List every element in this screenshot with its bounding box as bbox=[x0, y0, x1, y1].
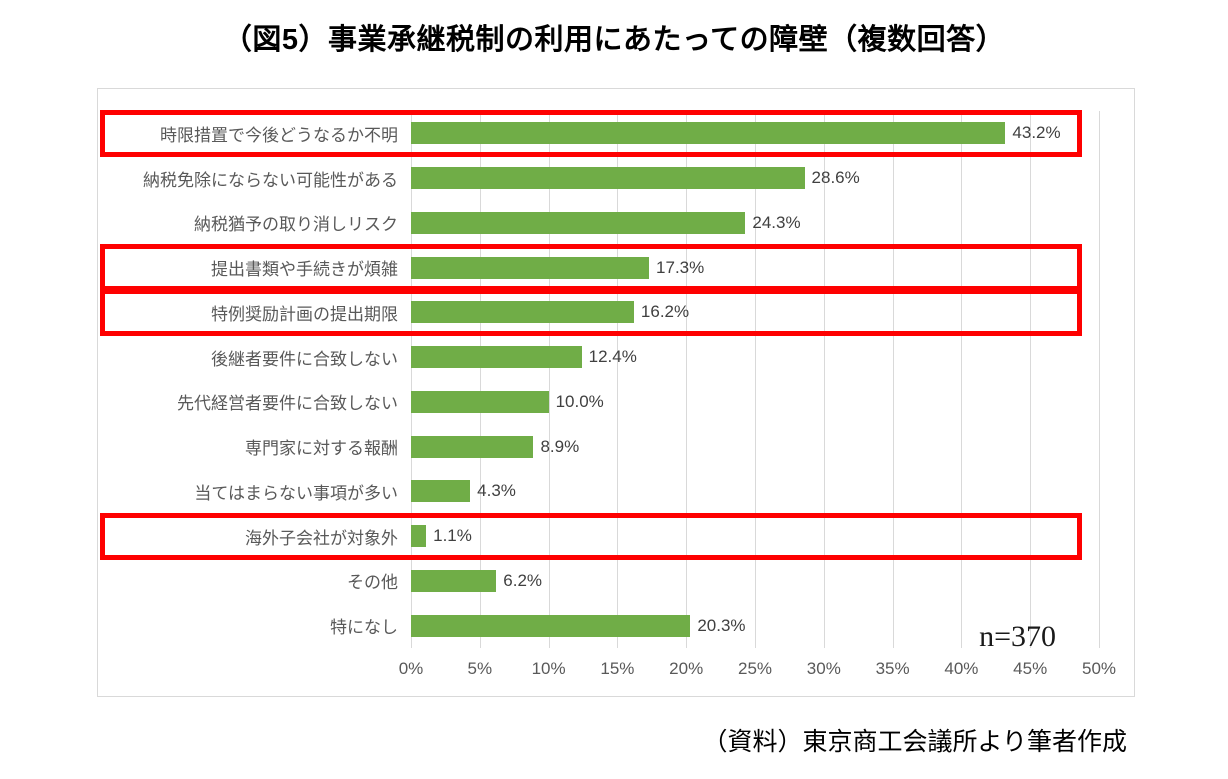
x-tick-label: 25% bbox=[737, 659, 773, 678]
bar-area: 8.9% bbox=[411, 424, 1099, 469]
bar bbox=[411, 390, 549, 413]
category-label: 海外子会社が対象外 bbox=[245, 528, 398, 548]
x-tick-label: 40% bbox=[944, 659, 979, 678]
value-label: 1.1% bbox=[433, 526, 472, 546]
gridline bbox=[892, 111, 894, 648]
source-note: （資料）東京商工会議所より筆者作成 bbox=[702, 728, 1127, 756]
bar-area: 4.3% bbox=[411, 469, 1099, 514]
bar bbox=[411, 167, 805, 190]
value-label: 4.3% bbox=[477, 481, 516, 501]
category-label: 後継者要件に合致しない bbox=[211, 349, 398, 369]
chart-row: 特例奨励計画の提出期限 16.2% bbox=[98, 289, 1134, 336]
bar bbox=[411, 614, 691, 637]
chart-row: 納税免除にならない可能性がある 28.6% bbox=[98, 156, 1134, 201]
category-label: 特になし bbox=[330, 618, 398, 638]
value-label: 16.2% bbox=[640, 302, 690, 322]
bar bbox=[411, 346, 582, 369]
x-tick-label: 20% bbox=[669, 659, 704, 678]
category-label: 納税猶予の取り消しリスク bbox=[194, 215, 398, 235]
value-label: 8.9% bbox=[540, 436, 580, 456]
chart-row: 提出書類や手続きが煩雑 17.3% bbox=[98, 244, 1134, 291]
chart-row: 時限措置で今後どうなるか不明 43.2% bbox=[98, 110, 1134, 157]
category-label: 当てはまらない事項が多い bbox=[194, 483, 398, 503]
gridline bbox=[479, 111, 481, 648]
value-label: 24.3% bbox=[752, 212, 801, 232]
bar-area: 17.3% bbox=[411, 245, 1099, 290]
gridline bbox=[823, 111, 825, 648]
bar bbox=[411, 211, 746, 234]
bar-area: 12.4% bbox=[411, 335, 1099, 380]
category-label: 専門家に対する報酬 bbox=[245, 439, 398, 459]
value-label: 10.0% bbox=[555, 391, 604, 411]
x-tick-label: 35% bbox=[875, 659, 910, 678]
chart-row: 当てはまらない事項が多い 4.3% bbox=[98, 469, 1134, 514]
gridline bbox=[548, 111, 550, 648]
bar-area: 43.2% bbox=[411, 111, 1099, 156]
value-label: 6.2% bbox=[503, 570, 543, 590]
gridlines bbox=[411, 111, 1100, 648]
x-tick-label: 0% bbox=[398, 659, 424, 678]
category-label: 時限措置で今後どうなるか不明 bbox=[160, 125, 398, 145]
sample-size-label: n=370 bbox=[979, 620, 1056, 653]
value-label: 12.4% bbox=[588, 347, 637, 367]
chart-row: 後継者要件に合致しない 12.4% bbox=[98, 335, 1134, 380]
bar-area: 1.1% bbox=[411, 514, 1099, 559]
chart-row: 納税猶予の取り消しリスク 24.3% bbox=[98, 201, 1134, 246]
bar-area: 16.2% bbox=[411, 290, 1099, 335]
gridline bbox=[755, 111, 756, 648]
bar-area: 10.0% bbox=[411, 380, 1099, 425]
bar-area: 28.6% bbox=[411, 156, 1099, 201]
bar-rows: 時限措置で今後どうなるか不明 43.2% 納税免除にならない可能性がある 28.6% 納… bbox=[98, 89, 1134, 648]
x-tick-label: 15% bbox=[600, 659, 635, 678]
chart-row: 専門家に対する報酬 8.9% bbox=[98, 424, 1134, 469]
bar bbox=[411, 480, 471, 503]
bar-area: 24.3% bbox=[411, 201, 1099, 246]
gridline bbox=[1030, 111, 1032, 648]
bar bbox=[411, 525, 427, 548]
category-label: 提出書類や手続きが煩雑 bbox=[211, 260, 398, 280]
chart-row: 海外子会社が対象外 1.1% bbox=[98, 512, 1134, 560]
bar bbox=[411, 569, 497, 592]
gridline bbox=[411, 111, 412, 648]
value-label: 28.6% bbox=[811, 168, 860, 188]
bar bbox=[411, 435, 534, 458]
x-tick-label: 5% bbox=[467, 659, 493, 678]
chart-row: その他 6.2% bbox=[98, 559, 1134, 604]
category-label: 先代経営者要件に合致しない bbox=[177, 394, 398, 414]
x-tick-label: 30% bbox=[806, 659, 841, 678]
bar bbox=[411, 122, 1006, 145]
bar-area: 6.2% bbox=[411, 559, 1099, 604]
bar-area: 20.3% bbox=[411, 603, 1099, 648]
x-tick-label: 10% bbox=[531, 659, 566, 678]
chart-title: （図5）事業承継税制の利用にあたっての障壁（複数回答） bbox=[222, 24, 1006, 56]
value-label: 43.2% bbox=[1012, 123, 1061, 143]
bar bbox=[411, 301, 634, 324]
x-tick-label: 50% bbox=[1081, 659, 1117, 678]
gridline bbox=[686, 111, 688, 648]
category-label: 納税免除にならない可能性がある bbox=[143, 170, 398, 190]
category-label: その他 bbox=[347, 573, 398, 593]
chart-row: 特になし 20.3% bbox=[98, 603, 1134, 648]
gridline bbox=[961, 111, 963, 648]
value-label: 17.3% bbox=[656, 257, 705, 277]
gridline bbox=[1099, 111, 1100, 648]
value-label: 20.3% bbox=[697, 615, 746, 635]
bar bbox=[411, 256, 650, 279]
x-axis: 0% 5% 10% 15% 20% 25% 30% 35% 40% 45% 50% bbox=[399, 657, 1116, 683]
chart-area: 時限措置で今後どうなるか不明 43.2% 納税免除にならない可能性がある 28.6% 納… bbox=[97, 88, 1135, 697]
x-tick-label: 45% bbox=[1013, 659, 1048, 678]
chart-row: 先代経営者要件に合致しない 10.0% bbox=[98, 380, 1134, 425]
gridline bbox=[617, 111, 619, 648]
category-label: 特例奨励計画の提出期限 bbox=[211, 304, 398, 324]
